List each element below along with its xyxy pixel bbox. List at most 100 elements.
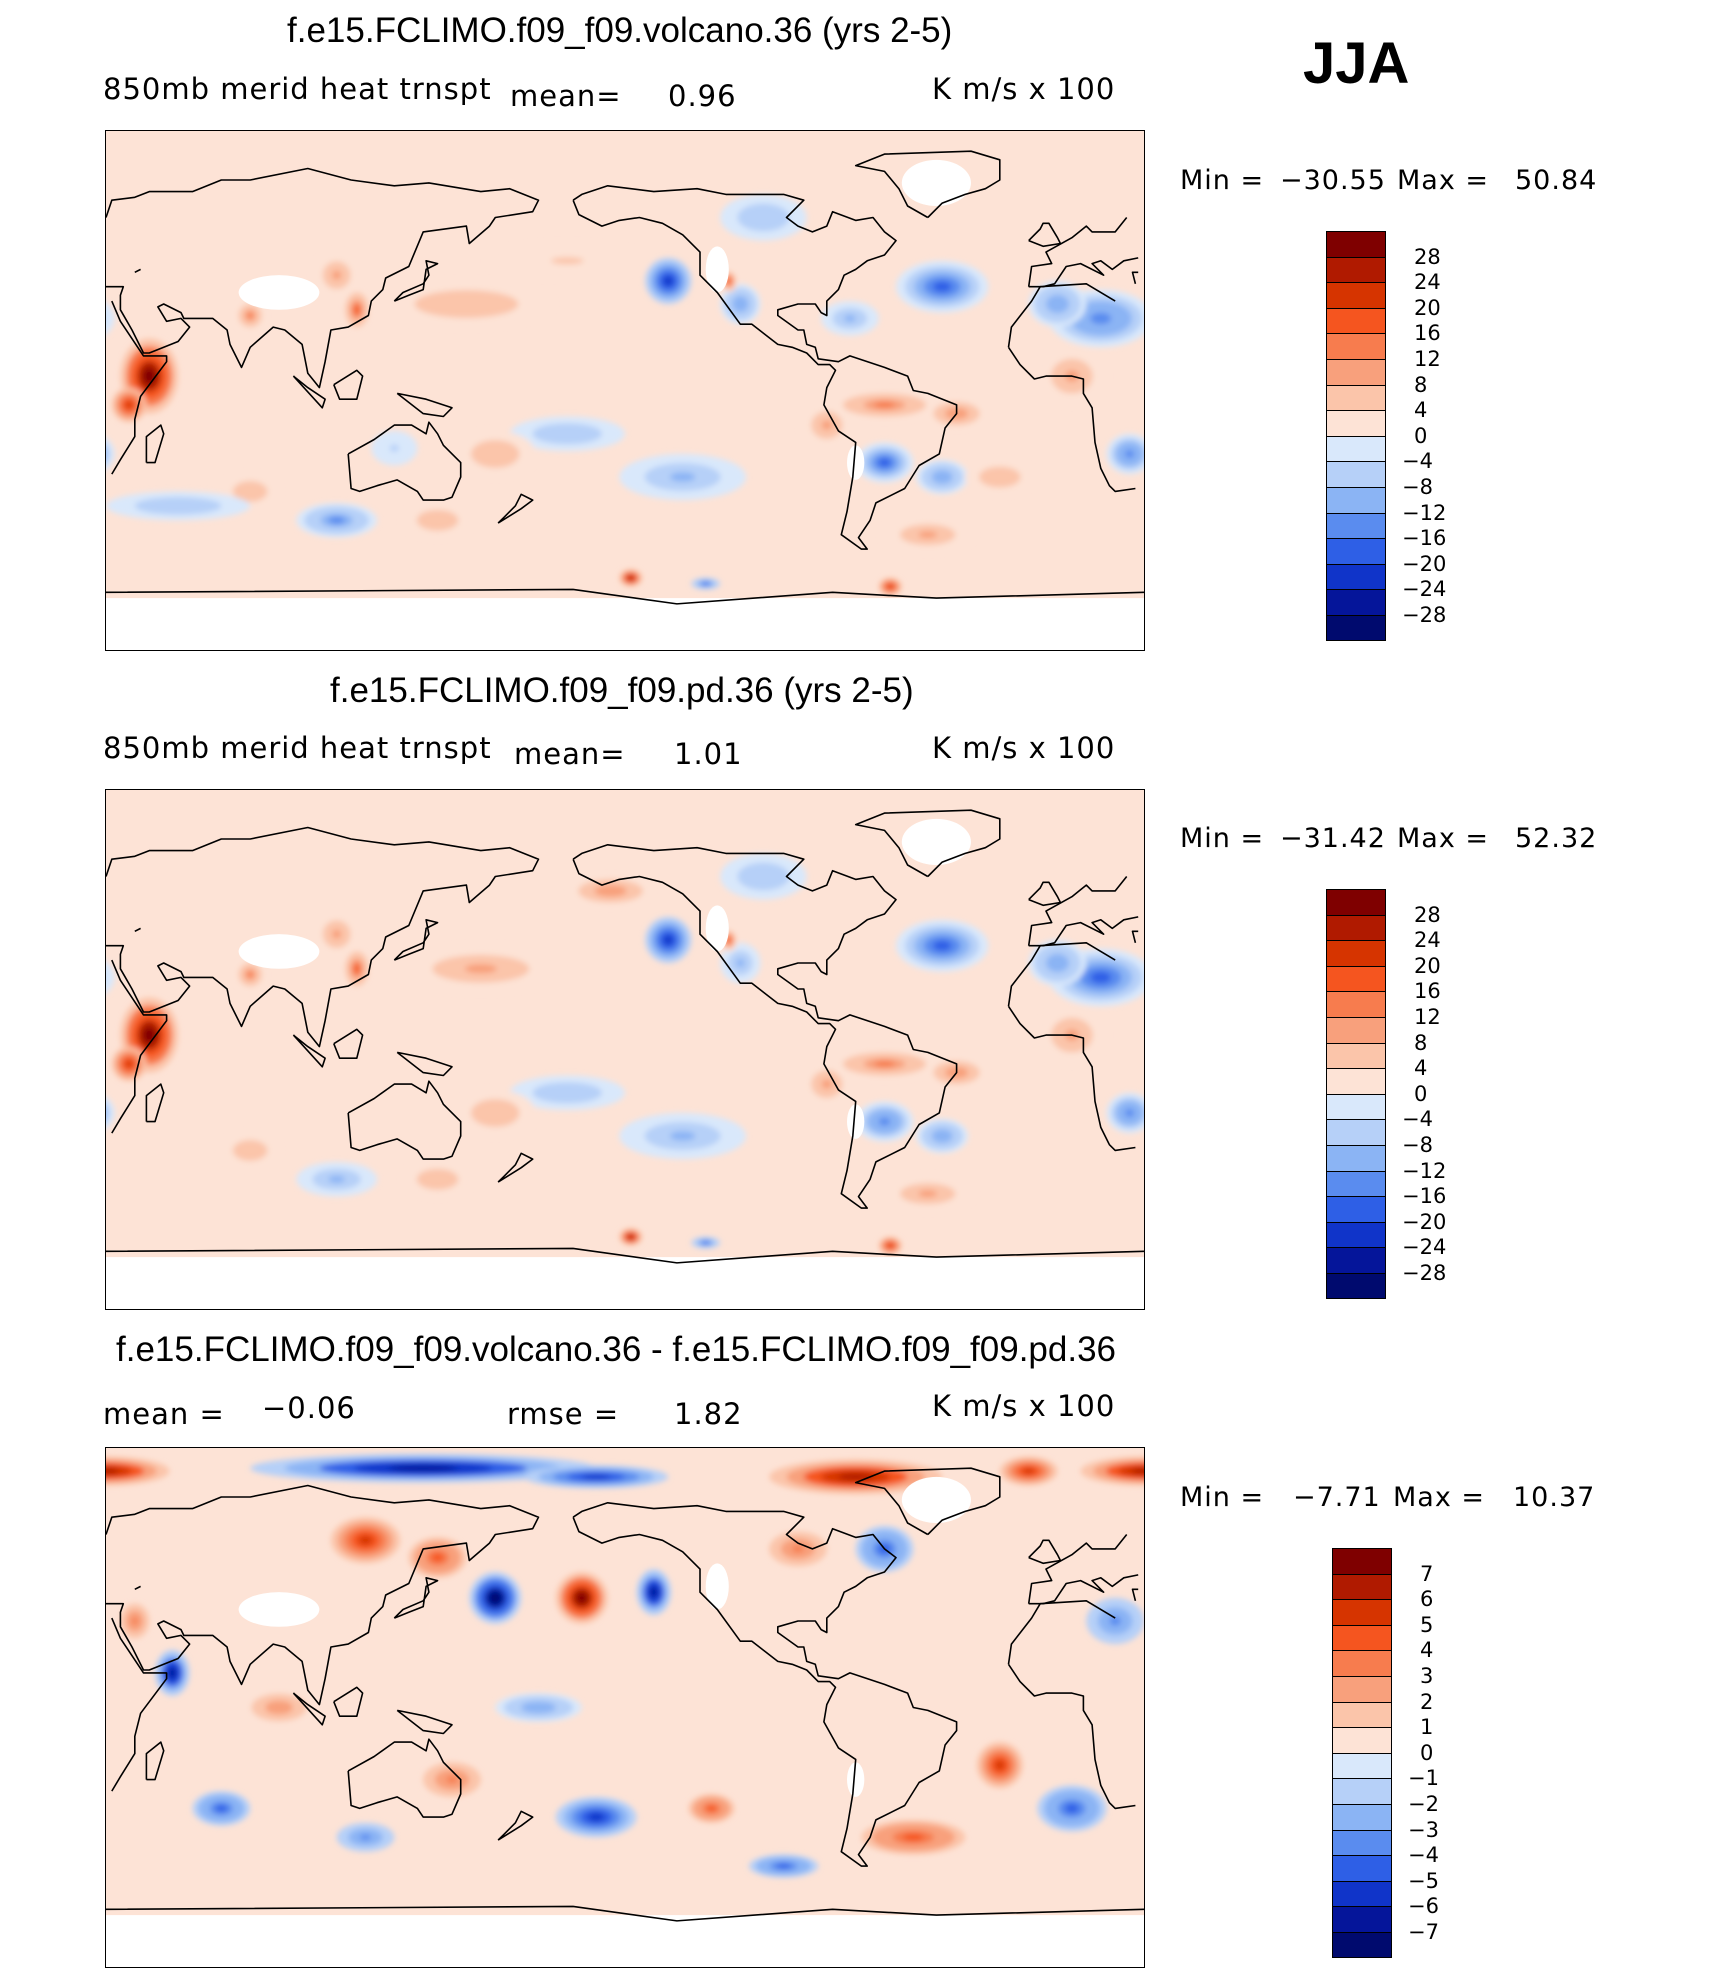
panel-1-anomaly-contour (932, 281, 952, 292)
colorbar-tick-label: 16 (1414, 979, 1441, 1004)
panel-3-units: K m/s x 100 (932, 1389, 1116, 1423)
colorbar-swatch (1326, 256, 1386, 283)
panel-2-anomaly-contour (918, 1190, 937, 1198)
colorbar-tick-label: −20 (1402, 551, 1447, 576)
panel-3-coastline-path (396, 1709, 453, 1735)
panel-1-anomaly-contour (487, 449, 504, 459)
panel-1-colorbar: 28 24 20 16 12 8 4 0 −4 −8 −12 −16 −20 −24 −28 (1326, 231, 1486, 641)
colorbar-tick-label: −12 (1402, 500, 1447, 525)
panel-1-anomaly-contour (555, 430, 579, 438)
panel-1-missing-data-area (238, 275, 320, 310)
colorbar-swatch (1326, 1196, 1386, 1222)
panel-1-coastline-path (1028, 222, 1062, 248)
panel-3-coastline-path (572, 1502, 958, 1867)
panel-1-anomaly-contour (821, 420, 833, 430)
panel-1-anomaly-contour (247, 312, 254, 319)
panel-2-anomaly-contour (874, 1061, 895, 1067)
colorbar-tick-label: 1 (1420, 1715, 1434, 1740)
panel-1-anomaly-contour (702, 582, 709, 585)
colorbar-tick-label: 28 (1414, 244, 1441, 269)
panel-3-coastline-path (106, 1484, 1139, 1706)
panel-1-anomaly-contour (125, 401, 133, 409)
panel-1-coastline-path (145, 424, 165, 464)
panel-1-missing-data-area (901, 159, 972, 206)
panel-3-rmse-label: rmse = (507, 1397, 620, 1431)
panel-3-anomaly-contour (650, 1587, 658, 1597)
panel-2-anomaly-contour (106, 1102, 111, 1124)
colorbar-swatch (1326, 1119, 1386, 1145)
colorbar-swatch (1326, 359, 1386, 385)
panel-3-anomaly-contour (776, 1863, 791, 1869)
panel-2-anomaly-contour (106, 1097, 115, 1129)
colorbar-tick-label: −4 (1402, 1107, 1433, 1132)
panel-1-anomaly-contour (354, 306, 360, 314)
panel-2-coastline-path (111, 942, 1136, 1152)
panel-3-mean-value: −0.06 (262, 1391, 356, 1425)
panel-2-missing-data-area (901, 818, 972, 865)
panel-2-missing-data-area (705, 905, 729, 952)
panel-2-antarctica-coastline (106, 1247, 1144, 1264)
panel-2-anomaly-contour (1051, 958, 1064, 968)
panel-2-anomaly-contour (821, 1079, 833, 1089)
colorbar-tick-label: −12 (1402, 1158, 1447, 1183)
panel-2-max-value: 52.32 (1515, 823, 1598, 854)
panel-1-anomaly-contour (328, 516, 345, 524)
panel-1-map (105, 130, 1145, 651)
panel-2-coastline-path (106, 826, 1139, 1048)
colorbar-swatch (1332, 1804, 1392, 1830)
panel-2-anomaly-contour (887, 1243, 893, 1248)
panel-1-anomaly-contour (887, 584, 893, 589)
panel-3-coastline-path (497, 1810, 534, 1841)
panel-3-anomaly-contour (529, 1704, 548, 1711)
colorbar-swatch (1332, 1676, 1392, 1702)
panel-3-coastline-path (347, 1738, 462, 1818)
panel-3-anomaly-contour (581, 1474, 611, 1480)
colorbar-swatch (1326, 333, 1386, 359)
colorbar-tick-label: 12 (1414, 1005, 1441, 1029)
colorbar-tick-label: −8 (1402, 1133, 1433, 1157)
panel-2-mean-label: mean= (514, 737, 626, 771)
panel-2-anomaly-contour (464, 964, 497, 974)
colorbar-tick-label: −2 (1408, 1792, 1439, 1816)
panel-1-coastline-path (393, 260, 439, 302)
colorbar-tick-label: 24 (1414, 928, 1441, 953)
panel-1-anomaly-contour (106, 302, 115, 335)
panel-2-mean-value: 1.01 (674, 737, 743, 771)
panel-1-coastline-path (347, 421, 462, 501)
colorbar-swatch (1332, 1932, 1392, 1958)
panel-1-anomaly-contour (1090, 312, 1112, 325)
panel-1-mean-label: mean= (510, 79, 622, 113)
panel-3-coastline-path (854, 1467, 1001, 1536)
panel-2-anomaly-contour (669, 1131, 696, 1141)
panel-2-coastline-path (393, 919, 439, 961)
panel-1-missing-data-area (705, 246, 729, 293)
panel-1-mean-value: 0.96 (668, 79, 737, 113)
panel-2-min-value: −31.42 (1280, 823, 1386, 854)
colorbar-swatch (1326, 461, 1386, 487)
colorbar-swatch (1332, 1624, 1392, 1651)
colorbar-swatch (1326, 615, 1386, 641)
panel-3-anomaly-contour (168, 1668, 176, 1678)
panel-1-coastline-path (111, 283, 1136, 493)
panel-1-anomaly-contour (449, 299, 484, 309)
colorbar-swatch (1332, 1880, 1392, 1907)
colorbar-tick-label: −28 (1402, 603, 1447, 627)
colorbar-swatch (1332, 1548, 1392, 1574)
colorbar-tick-label: 4 (1414, 398, 1428, 423)
colorbar-swatch (1326, 512, 1386, 539)
colorbar-tick-label: 4 (1414, 1056, 1428, 1081)
panel-1-anomaly-contour (163, 502, 193, 509)
panel-1-coastline-path (106, 167, 1139, 389)
panel-1-max-value: 50.84 (1515, 165, 1598, 196)
colorbar-swatch (1332, 1752, 1392, 1779)
panel-3-coastline-path (393, 1577, 439, 1619)
colorbar-swatch (1326, 1221, 1386, 1248)
panel-3-missing-data-area (238, 1592, 320, 1627)
panel-2-coastline-path (347, 1080, 462, 1160)
panel-3-max-value: 10.37 (1513, 1482, 1596, 1513)
colorbar-swatch (1332, 1778, 1392, 1804)
panel-3-antarctica-mask (106, 1915, 1144, 1967)
panel-1-coastline-path (572, 185, 958, 550)
colorbar-swatch (1326, 384, 1386, 411)
panel-1-title: f.e15.FCLIMO.f09_f09.volcano.36 (yrs 2-5… (287, 11, 953, 50)
